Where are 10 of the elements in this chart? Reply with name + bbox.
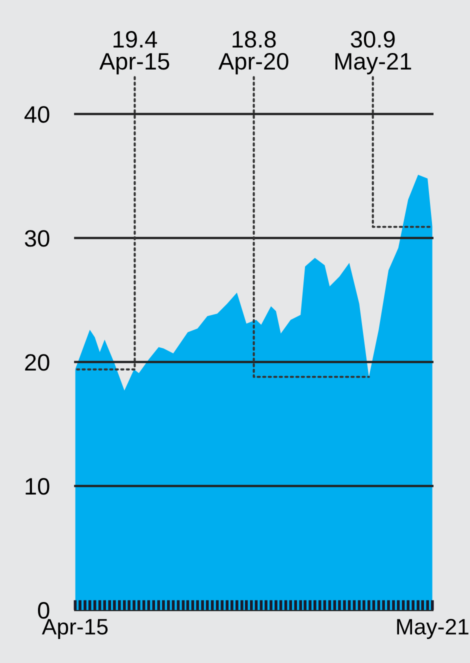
y-tick-label: 20 (25, 354, 50, 371)
y-tick-label: 10 (26, 478, 50, 495)
annotation: 18.8 Apr-20 (218, 30, 288, 74)
y-tick-label: 40 (24, 106, 50, 123)
y-tick-label: 0 (38, 602, 50, 619)
annotation: 19.4 Apr-15 (99, 30, 170, 74)
annotation: 30.9 May-21 (335, 30, 412, 74)
y-tick-label: 30 (24, 230, 50, 247)
x-tick-label: Apr-15 (42, 619, 108, 640)
x-tick-label: May-21 (397, 618, 468, 640)
